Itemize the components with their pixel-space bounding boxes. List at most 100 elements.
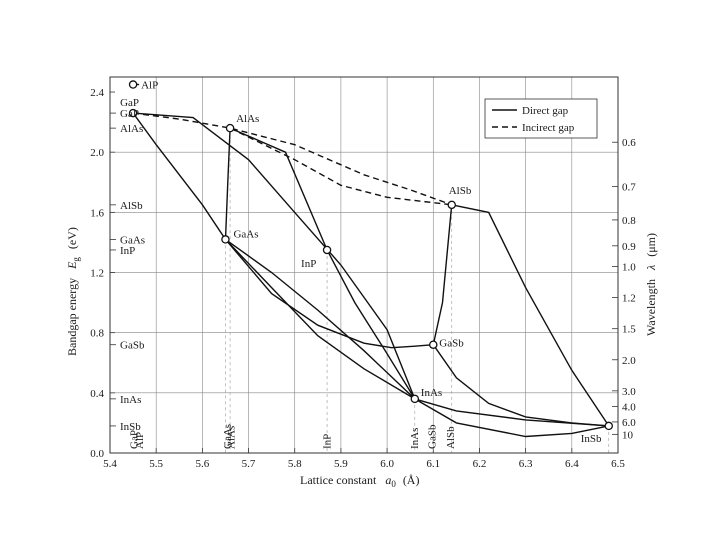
x-axis-title-symbol: a	[385, 473, 391, 487]
compound-label: AlP	[141, 80, 158, 92]
wavelength-tick-label: 2.0	[622, 355, 636, 367]
x-tick-label: 6.3	[519, 458, 533, 470]
compound-label: AlSb	[449, 185, 472, 197]
left-compound-label: GaAs	[120, 234, 145, 246]
left-compound-label: AlAs	[120, 123, 143, 135]
bottom-compound-label: AlAs	[226, 426, 238, 449]
compound-point	[128, 108, 138, 118]
x-tick-label: 6.5	[611, 458, 625, 470]
y-axis-title: Bandgap energy Eg (eV)	[65, 227, 82, 356]
y-tick-label: 0.0	[90, 448, 104, 460]
compound-label: InAs	[421, 387, 442, 399]
compound-label: GaP	[120, 97, 139, 109]
compound-point	[410, 394, 420, 404]
legend: Direct gap Incirect gap	[484, 98, 598, 139]
y-axis-title-sub: g	[71, 257, 81, 262]
legend-indirect-label: Incirect gap	[522, 122, 575, 134]
x-tick-label: 6.1	[426, 458, 440, 470]
compound-point	[128, 80, 138, 89]
marker-layer	[128, 80, 614, 431]
left-compound-label: InSb	[120, 421, 141, 433]
wavelength-tick-label: 1.0	[622, 262, 636, 274]
y-tick-label: 2.0	[90, 147, 104, 159]
left-compound-label: InP	[120, 245, 135, 257]
wavelength-axis-title: Wavelength λ (μm)	[644, 233, 658, 336]
legend-box	[484, 98, 598, 139]
indirect-gap-curve	[133, 112, 452, 206]
wavelength-tick-label: 0.6	[622, 137, 636, 149]
direct-gap-curve	[432, 204, 453, 345]
compound-label: InSb	[581, 433, 602, 445]
bottom-compound-label: InP	[322, 434, 334, 449]
wavelength-tick-label: 6.0	[622, 417, 636, 429]
x-tick-label: 6.2	[473, 458, 487, 470]
wavelength-tick-label: 1.5	[622, 324, 636, 336]
wavelength-tick-label: 1.2	[622, 293, 636, 305]
wavelength-tick-label: 0.9	[622, 241, 636, 253]
y-axis-title-symbol: E	[65, 261, 79, 270]
x-tick-label: 5.5	[149, 458, 163, 470]
x-axis-title: Lattice constant a0 (Å)	[300, 473, 419, 490]
wavelength-axis-title-text: Wavelength	[644, 279, 658, 336]
bottom-compound-label: GaAs	[222, 424, 234, 449]
bottom-compound-label: GaP	[129, 430, 141, 449]
y-axis-title-text: Bandgap energy	[65, 278, 79, 356]
x-tick-label: 5.8	[288, 458, 302, 470]
x-tick-label: 5.7	[242, 458, 256, 470]
x-axis-title-unit: (Å)	[403, 473, 420, 487]
bottom-compound-label: AlP	[134, 432, 146, 449]
wavelength-axis-title-symbol: λ	[644, 265, 658, 271]
compound-label: GaAs	[233, 228, 258, 240]
bottom-compound-label: AlSb	[445, 426, 457, 449]
direct-gap-curve	[414, 398, 609, 438]
direct-gap-curve	[326, 249, 416, 400]
indirect-gap-curve	[229, 127, 452, 206]
left-compound-label: GaP	[120, 108, 139, 120]
compound-label: InP	[301, 258, 316, 270]
x-axis-title-text: Lattice constant	[300, 473, 377, 487]
left-compound-label: GaSb	[120, 340, 145, 352]
y-axis-title-unit: (eV)	[65, 227, 79, 249]
y-tick-label: 0.8	[90, 328, 104, 340]
wavelength-axis-title-unit: (μm)	[644, 233, 658, 257]
compound-point	[447, 200, 456, 210]
wavelength-tick-label: 3.0	[622, 386, 636, 398]
direct-gap-curve	[224, 238, 434, 349]
compound-point	[322, 245, 332, 255]
direct-gap-curve	[229, 127, 328, 251]
x-tick-label: 5.6	[195, 458, 209, 470]
y-tick-label: 1.6	[90, 207, 104, 219]
wavelength-tick-label: 4.0	[622, 401, 636, 413]
compound-label: GaSb	[439, 338, 464, 350]
curve-layer	[132, 83, 610, 438]
wavelength-tick-label: 10	[622, 429, 634, 441]
y-tick-label: 0.4	[90, 388, 104, 400]
wavelength-tick-label: 0.7	[622, 182, 636, 194]
compound-point	[604, 421, 614, 431]
direct-gap-curve	[133, 112, 416, 400]
left-compound-label: InAs	[120, 394, 141, 406]
left-compound-label: AlSb	[120, 200, 143, 212]
direct-gap-curve	[225, 238, 416, 400]
x-tick-label: 6.4	[565, 458, 579, 470]
x-axis-title-sub: 0	[391, 479, 396, 489]
y-tick-label: 2.4	[90, 87, 104, 99]
bottom-compound-label: GaSb	[426, 424, 438, 449]
wavelength-tick-label: 0.8	[622, 215, 636, 227]
x-tick-label: 5.9	[334, 458, 348, 470]
direct-gap-curve	[224, 128, 231, 240]
plot-frame	[109, 76, 619, 454]
legend-direct-label: Direct gap	[522, 105, 569, 117]
compound-point	[429, 340, 438, 349]
direct-gap-curve	[451, 204, 610, 427]
x-tick-label: 6.0	[380, 458, 394, 470]
bottom-compound-label: InAs	[409, 428, 421, 449]
x-tick-label: 5.4	[103, 458, 117, 470]
y-tick-label: 1.2	[90, 268, 104, 280]
direct-gap-curve	[132, 112, 416, 400]
compound-label: AlAs	[236, 113, 259, 125]
direct-gap-curve	[432, 344, 609, 427]
label-layer: 5.4 5.5 5.6 5.7 5.8 5.9 6.0 6.1 6.2 6.3 6.4 6.5 0.0 0…	[90, 80, 636, 470]
compound-point	[225, 123, 235, 133]
